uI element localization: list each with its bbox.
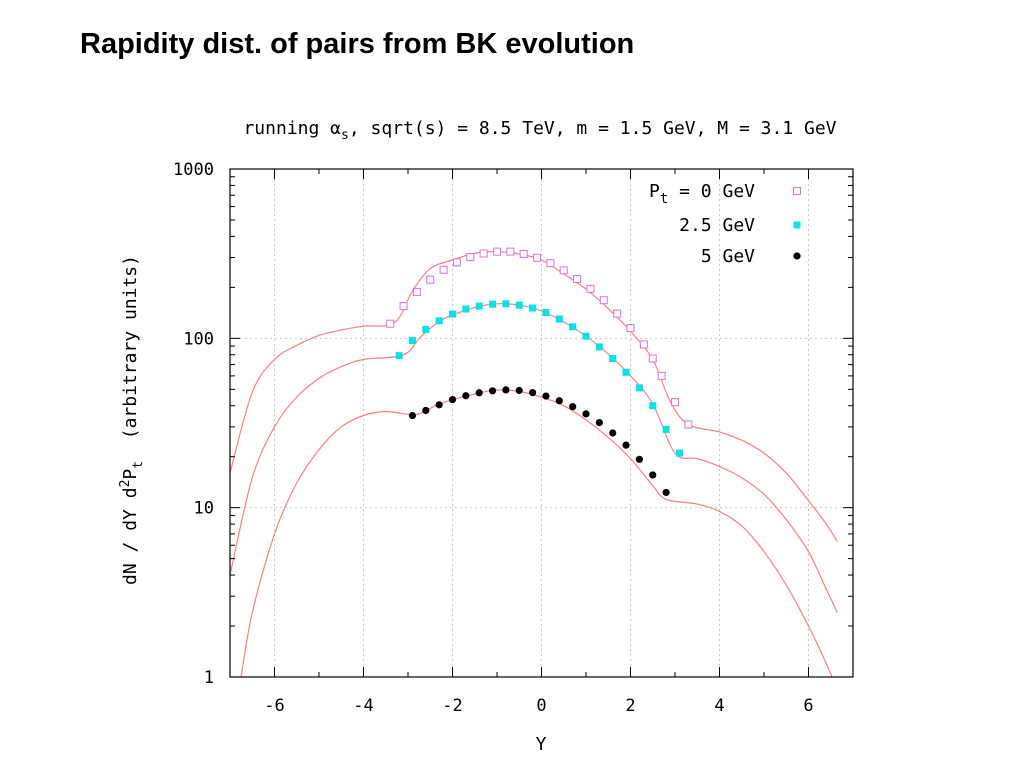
marker-pt0 bbox=[613, 309, 622, 318]
marker-pt0 bbox=[559, 266, 568, 275]
marker-pt5 bbox=[622, 441, 630, 449]
data-markers bbox=[386, 247, 693, 497]
marker-pt2p5 bbox=[609, 355, 617, 363]
y-tick-label: 10 bbox=[194, 499, 214, 519]
marker-pt0 bbox=[399, 302, 408, 311]
marker-pt0 bbox=[439, 265, 448, 274]
marker-pt2p5 bbox=[595, 343, 603, 351]
marker-pt0 bbox=[639, 340, 648, 349]
marker-pt0 bbox=[506, 247, 515, 256]
marker-pt5 bbox=[609, 429, 617, 437]
marker-pt2p5 bbox=[475, 302, 483, 310]
slide-title: Rapidity dist. of pairs from BK evolutio… bbox=[80, 28, 635, 60]
marker-pt2p5 bbox=[555, 315, 563, 323]
marker-pt5 bbox=[408, 411, 417, 420]
axis-ticks: -6 -4 -2 0 2 4 6 1 10 100 1000 bbox=[173, 160, 854, 716]
marker-pt5 bbox=[569, 403, 577, 411]
x-tick-label: -4 bbox=[353, 696, 373, 716]
marker-pt5 bbox=[529, 389, 537, 397]
marker-pt0 bbox=[586, 284, 595, 293]
marker-pt2p5 bbox=[675, 449, 683, 457]
marker-pt5 bbox=[422, 406, 430, 415]
marker-pt0 bbox=[684, 420, 693, 429]
marker-pt5 bbox=[515, 386, 523, 395]
marker-pt0 bbox=[466, 253, 475, 262]
chart-title: running αs, sqrt(s) = 8.5 TeV, m = 1.5 G… bbox=[243, 118, 836, 143]
y-axis-title: dN / dY d2Pt (arbitrary units) bbox=[118, 255, 146, 585]
x-tick-label: -2 bbox=[442, 696, 462, 716]
curve-pt2p5 bbox=[230, 303, 838, 613]
fit-curves bbox=[230, 251, 838, 677]
marker-pt2p5 bbox=[635, 384, 643, 392]
marker-pt0 bbox=[671, 398, 679, 407]
marker-pt5 bbox=[462, 392, 470, 400]
marker-pt2p5 bbox=[489, 300, 497, 308]
marker-pt5 bbox=[555, 397, 563, 405]
x-tick-label: -6 bbox=[264, 696, 284, 716]
legend-marker-pt5 bbox=[793, 252, 801, 260]
marker-pt2p5 bbox=[649, 402, 657, 410]
legend-label-5: 5 GeV bbox=[701, 246, 755, 267]
y-tick-label: 1 bbox=[204, 668, 214, 688]
marker-pt5 bbox=[582, 410, 590, 418]
marker-pt0 bbox=[479, 249, 488, 258]
marker-pt5 bbox=[542, 392, 550, 400]
marker-pt0 bbox=[546, 259, 555, 268]
marker-pt2p5 bbox=[502, 300, 510, 308]
marker-pt2p5 bbox=[622, 368, 630, 376]
marker-pt5 bbox=[488, 387, 497, 395]
marker-pt5 bbox=[662, 488, 670, 497]
marker-pt0 bbox=[648, 354, 657, 363]
legend: Pt = 0 GeV 2.5 GeV 5 GeV bbox=[649, 181, 801, 267]
marker-pt2p5 bbox=[435, 317, 443, 325]
marker-pt0 bbox=[452, 258, 461, 267]
marker-pt2p5 bbox=[515, 301, 523, 309]
marker-pt2p5 bbox=[582, 332, 590, 340]
marker-pt0 bbox=[626, 324, 635, 333]
marker-pt2p5 bbox=[542, 309, 550, 317]
marker-pt5 bbox=[502, 386, 510, 394]
marker-pt0 bbox=[412, 287, 421, 296]
x-tick-label: 6 bbox=[803, 696, 813, 716]
marker-pt0 bbox=[386, 319, 395, 328]
marker-pt2p5 bbox=[662, 425, 670, 433]
marker-pt0 bbox=[533, 253, 542, 262]
curve-pt0 bbox=[230, 251, 838, 542]
legend-label-pt0: Pt = 0 GeV bbox=[649, 181, 755, 207]
grid-lines bbox=[230, 169, 853, 677]
marker-pt2p5 bbox=[422, 325, 430, 333]
marker-pt0 bbox=[426, 275, 435, 284]
marker-pt0 bbox=[599, 296, 608, 305]
marker-pt2p5 bbox=[395, 352, 403, 360]
marker-pt5 bbox=[595, 418, 603, 427]
marker-pt2p5 bbox=[462, 305, 470, 313]
marker-pt2p5 bbox=[408, 337, 416, 345]
marker-pt0 bbox=[657, 371, 666, 380]
marker-pt5 bbox=[448, 395, 457, 404]
marker-pt5 bbox=[435, 401, 443, 409]
y-tick-label: 1000 bbox=[173, 160, 214, 180]
x-tick-label: 4 bbox=[714, 696, 724, 716]
legend-marker-pt2p5 bbox=[793, 221, 801, 229]
marker-pt2p5 bbox=[529, 304, 537, 312]
marker-pt5 bbox=[649, 471, 657, 479]
x-tick-label: 0 bbox=[536, 696, 546, 716]
marker-pt0 bbox=[573, 275, 582, 284]
x-axis-title: Y bbox=[536, 734, 547, 755]
plot-frame bbox=[229, 168, 854, 678]
marker-pt5 bbox=[635, 455, 644, 463]
marker-pt2p5 bbox=[569, 323, 577, 331]
marker-pt2p5 bbox=[449, 310, 456, 318]
marker-pt0 bbox=[519, 249, 528, 258]
x-tick-label: 2 bbox=[625, 696, 635, 716]
legend-label-2p5: 2.5 GeV bbox=[679, 215, 755, 236]
curve-pt5 bbox=[240, 389, 833, 677]
marker-pt5 bbox=[475, 389, 483, 397]
legend-marker-pt0 bbox=[793, 187, 801, 195]
y-tick-label: 100 bbox=[183, 329, 214, 349]
marker-pt0 bbox=[493, 247, 501, 256]
